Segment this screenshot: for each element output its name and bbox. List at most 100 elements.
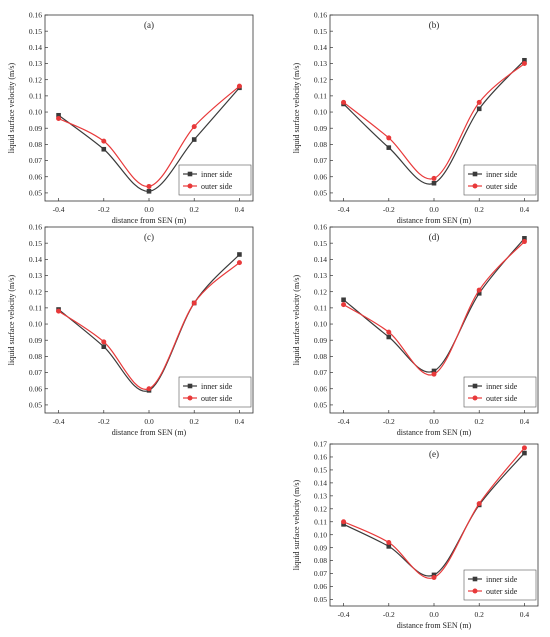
- chart-panel-1: 0.05 0.06 0.07 0.08 0.09 0.10 0.11 0.12 0.13 0.14…: [7, 11, 254, 225]
- legend-marker: [187, 395, 193, 401]
- legend-label: inner side: [486, 382, 518, 391]
- legend-marker: [187, 171, 193, 177]
- legend-label: outer side: [486, 182, 518, 191]
- y-tick-label: 0.08: [314, 556, 327, 565]
- series-line-inner: [343, 237, 525, 373]
- y-tick-label: 0.09: [314, 543, 327, 552]
- y-tick-label: 0.09: [314, 336, 327, 345]
- legend-label: outer side: [201, 182, 233, 191]
- data-point: [521, 239, 527, 245]
- y-tick-label: 0.12: [29, 75, 42, 84]
- x-tick-label: 0.2: [190, 205, 200, 214]
- y-tick-label: 0.09: [29, 124, 42, 133]
- chart-panel-4: 0.05 0.06 0.07 0.08 0.09 0.10 0.11 0.12 0.13 0.14…: [292, 223, 539, 437]
- x-tick-label: -0.4: [338, 610, 350, 619]
- y-tick-label: 0.13: [29, 59, 42, 68]
- legend-marker: [187, 183, 193, 189]
- y-tick-label: 0.15: [29, 27, 42, 36]
- data-point: [341, 99, 347, 105]
- legend-box: [178, 164, 252, 196]
- series-line-outer: [343, 447, 525, 579]
- x-axis-label: distance from SEN (m): [397, 216, 472, 225]
- y-tick-label: 0.12: [29, 287, 42, 296]
- y-tick-label: 0.14: [314, 43, 327, 52]
- x-tick-label: 0.0: [144, 205, 154, 214]
- data-point: [341, 302, 347, 308]
- data-point: [146, 386, 152, 392]
- x-tick-label: 0.0: [429, 417, 439, 426]
- x-tick-label: 0.2: [475, 205, 485, 214]
- y-tick-label: 0.15: [29, 239, 42, 248]
- data-point: [101, 344, 107, 349]
- y-tick-label: 0.05: [314, 595, 327, 604]
- y-tick-label: 0.13: [29, 271, 42, 280]
- x-tick-label: -0.2: [383, 610, 395, 619]
- series-line-outer: [343, 63, 525, 180]
- y-tick-label: 0.16: [314, 453, 327, 462]
- x-axis-label: distance from SEN (m): [397, 621, 472, 630]
- legend-label: inner side: [201, 170, 233, 179]
- legend-marker: [472, 183, 478, 189]
- data-point: [476, 501, 482, 507]
- y-tick-label: 0.14: [29, 255, 42, 264]
- y-tick-label: 0.07: [29, 368, 42, 377]
- x-tick-label: 0.4: [520, 205, 530, 214]
- y-tick-label: 0.10: [29, 320, 42, 329]
- y-tick-label: 0.10: [314, 320, 327, 329]
- data-point: [386, 539, 392, 545]
- legend-label: inner side: [201, 382, 233, 391]
- legend-label: outer side: [486, 587, 518, 596]
- x-tick-label: 0.2: [475, 417, 485, 426]
- data-point: [146, 183, 152, 189]
- legend-box: [463, 569, 537, 601]
- legend-label: outer side: [201, 394, 233, 403]
- y-tick-label: 0.14: [314, 478, 327, 487]
- y-tick-label: 0.15: [314, 466, 327, 475]
- panel-label: (c): [144, 232, 154, 242]
- data-point: [191, 124, 197, 130]
- y-tick-label: 0.05: [314, 401, 327, 410]
- y-tick-label: 0.08: [29, 140, 42, 149]
- data-point: [341, 297, 346, 303]
- data-point: [476, 99, 482, 105]
- panel-label: (b): [429, 20, 440, 30]
- data-point: [431, 180, 437, 186]
- panel-label: (d): [429, 232, 440, 242]
- series-line-outer: [343, 241, 525, 376]
- x-tick-label: -0.4: [53, 417, 65, 426]
- data-point: [431, 572, 437, 578]
- data-point: [386, 135, 392, 141]
- x-tick-label: -0.2: [383, 205, 395, 214]
- series-line-inner: [343, 452, 525, 577]
- y-tick-label: 0.11: [29, 91, 42, 100]
- x-tick-label: -0.2: [383, 417, 395, 426]
- data-point: [191, 137, 197, 142]
- legend-box: [178, 376, 252, 408]
- series-line-inner: [58, 254, 240, 392]
- y-tick-label: 0.07: [314, 156, 327, 165]
- data-point: [431, 175, 437, 181]
- y-axis-label: liquid surface velocity (m/s): [7, 62, 16, 153]
- data-point: [431, 371, 437, 377]
- x-tick-label: 0.0: [144, 417, 154, 426]
- y-axis-label: liquid surface velocity (m/s): [7, 274, 16, 365]
- data-point: [521, 445, 527, 451]
- x-tick-label: 0.0: [429, 610, 439, 619]
- data-point: [101, 138, 107, 144]
- y-tick-label: 0.10: [314, 108, 327, 117]
- data-point: [476, 106, 482, 112]
- y-tick-label: 0.06: [29, 172, 42, 181]
- x-tick-label: -0.2: [98, 205, 110, 214]
- chart-panel-5: 0.05 0.06 0.07 0.08 0.09 0.10 0.11 0.12 0.13 0.14…: [292, 440, 539, 630]
- legend-box: [463, 164, 537, 196]
- x-tick-label: -0.4: [338, 205, 350, 214]
- x-tick-label: -0.2: [98, 417, 110, 426]
- y-tick-label: 0.08: [29, 352, 42, 361]
- data-point: [386, 544, 392, 549]
- y-tick-label: 0.07: [29, 156, 42, 165]
- y-tick-label: 0.08: [314, 140, 327, 149]
- chart-panel-2: 0.05 0.06 0.07 0.08 0.09 0.10 0.11 0.12 0.13 0.14…: [292, 11, 539, 225]
- panel-label: (a): [144, 20, 154, 30]
- y-tick-label: 0.13: [314, 491, 327, 500]
- legend-marker: [472, 395, 478, 401]
